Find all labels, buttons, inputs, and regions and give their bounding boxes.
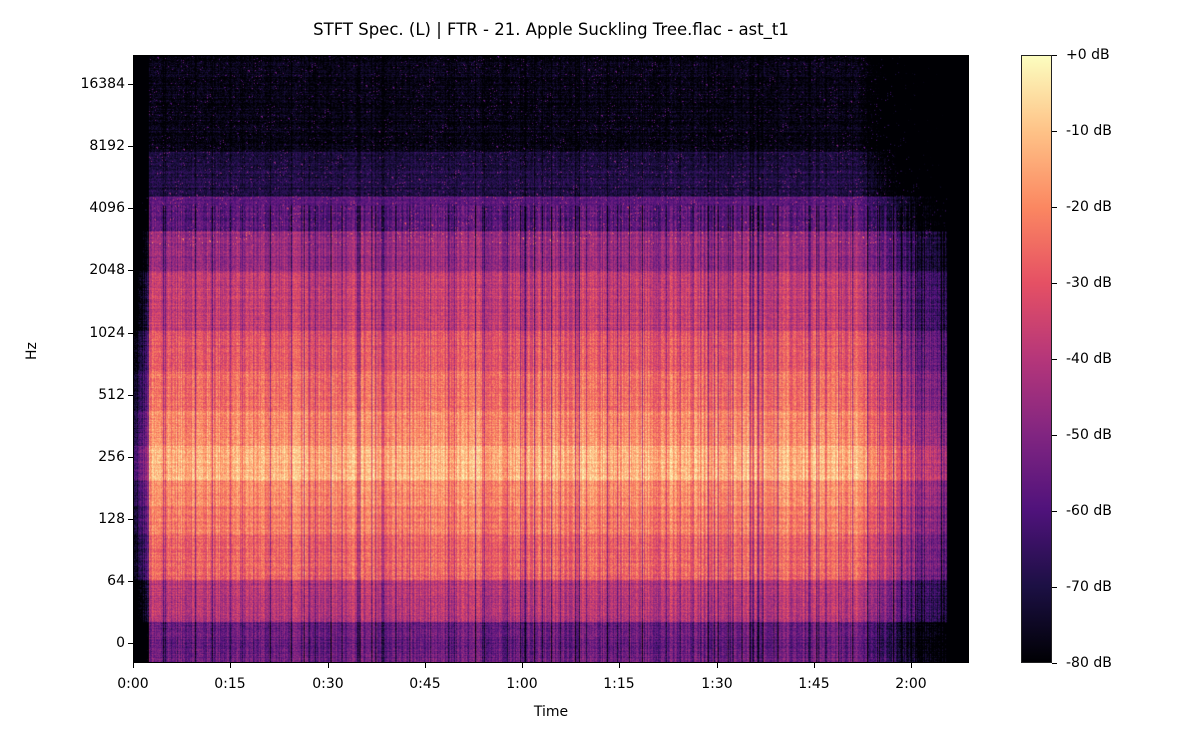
x-tick-label: 2:00 bbox=[895, 676, 927, 692]
y-tick-mark bbox=[128, 519, 133, 520]
colorbar-tick-label: -70 dB bbox=[1066, 579, 1112, 595]
x-tick-mark bbox=[425, 663, 426, 668]
y-tick-mark bbox=[128, 146, 133, 147]
y-tick-mark bbox=[128, 457, 133, 458]
x-tick-mark bbox=[717, 663, 718, 668]
colorbar-tick-mark bbox=[1052, 435, 1057, 436]
colorbar-tick-mark bbox=[1052, 207, 1057, 208]
colorbar-tick-mark bbox=[1052, 511, 1057, 512]
y-tick-label: 16384 bbox=[80, 76, 125, 92]
x-tick-label: 1:45 bbox=[798, 676, 830, 692]
x-tick-label: 0:45 bbox=[409, 676, 441, 692]
x-tick-mark bbox=[133, 663, 134, 668]
spectrogram-plot-area bbox=[133, 55, 969, 663]
y-tick-label: 4096 bbox=[89, 200, 125, 216]
y-tick-mark bbox=[128, 270, 133, 271]
colorbar-tick-label: -50 dB bbox=[1066, 427, 1112, 443]
colorbar-tick-label: -30 dB bbox=[1066, 275, 1112, 291]
colorbar-tick-label: +0 dB bbox=[1066, 47, 1110, 63]
y-tick-mark bbox=[128, 643, 133, 644]
colorbar-tick-mark bbox=[1052, 283, 1057, 284]
y-tick-label: 8192 bbox=[89, 138, 125, 154]
colorbar-tick-mark bbox=[1052, 55, 1057, 56]
colorbar bbox=[1021, 55, 1052, 663]
spectrogram-image bbox=[134, 56, 968, 662]
colorbar-tick-mark bbox=[1052, 663, 1057, 664]
y-tick-mark bbox=[128, 208, 133, 209]
x-tick-label: 1:00 bbox=[506, 676, 538, 692]
y-tick-label: 256 bbox=[98, 449, 125, 465]
x-tick-label: 0:00 bbox=[117, 676, 149, 692]
colorbar-tick-mark bbox=[1052, 131, 1057, 132]
colorbar-tick-mark bbox=[1052, 359, 1057, 360]
x-tick-mark bbox=[328, 663, 329, 668]
x-tick-mark bbox=[911, 663, 912, 668]
x-axis-label: Time bbox=[533, 704, 569, 720]
x-tick-mark bbox=[522, 663, 523, 668]
x-tick-label: 0:15 bbox=[214, 676, 246, 692]
y-tick-label: 64 bbox=[107, 573, 125, 589]
x-tick-mark bbox=[230, 663, 231, 668]
colorbar-tick-label: -20 dB bbox=[1066, 199, 1112, 215]
colorbar-tick-label: -40 dB bbox=[1066, 351, 1112, 367]
colorbar-tick-label: -80 dB bbox=[1066, 655, 1112, 671]
y-tick-label: 1024 bbox=[89, 325, 125, 341]
colorbar-tick-mark bbox=[1052, 587, 1057, 588]
y-tick-mark bbox=[128, 395, 133, 396]
y-axis-label: Hz bbox=[24, 342, 40, 360]
colorbar-tick-label: -60 dB bbox=[1066, 503, 1112, 519]
y-tick-label: 512 bbox=[98, 387, 125, 403]
y-tick-label: 0 bbox=[116, 635, 125, 651]
y-tick-mark bbox=[128, 84, 133, 85]
x-tick-mark bbox=[619, 663, 620, 668]
x-tick-mark bbox=[814, 663, 815, 668]
x-tick-label: 1:15 bbox=[603, 676, 635, 692]
chart-title: STFT Spec. (L) | FTR - 21. Apple Sucklin… bbox=[313, 20, 789, 39]
y-tick-label: 2048 bbox=[89, 262, 125, 278]
x-tick-label: 1:30 bbox=[701, 676, 733, 692]
colorbar-tick-label: -10 dB bbox=[1066, 123, 1112, 139]
y-tick-mark bbox=[128, 581, 133, 582]
y-tick-mark bbox=[128, 333, 133, 334]
x-tick-label: 0:30 bbox=[312, 676, 344, 692]
y-tick-label: 128 bbox=[98, 511, 125, 527]
